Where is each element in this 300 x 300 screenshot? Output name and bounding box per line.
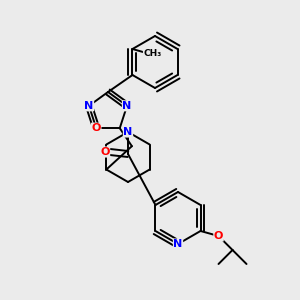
Text: N: N [84, 101, 94, 111]
Text: N: N [173, 239, 183, 249]
Text: N: N [122, 101, 132, 111]
Text: O: O [92, 123, 101, 133]
Text: O: O [214, 231, 223, 241]
Text: CH₃: CH₃ [143, 50, 162, 58]
Text: N: N [123, 127, 133, 137]
Text: O: O [100, 147, 110, 157]
